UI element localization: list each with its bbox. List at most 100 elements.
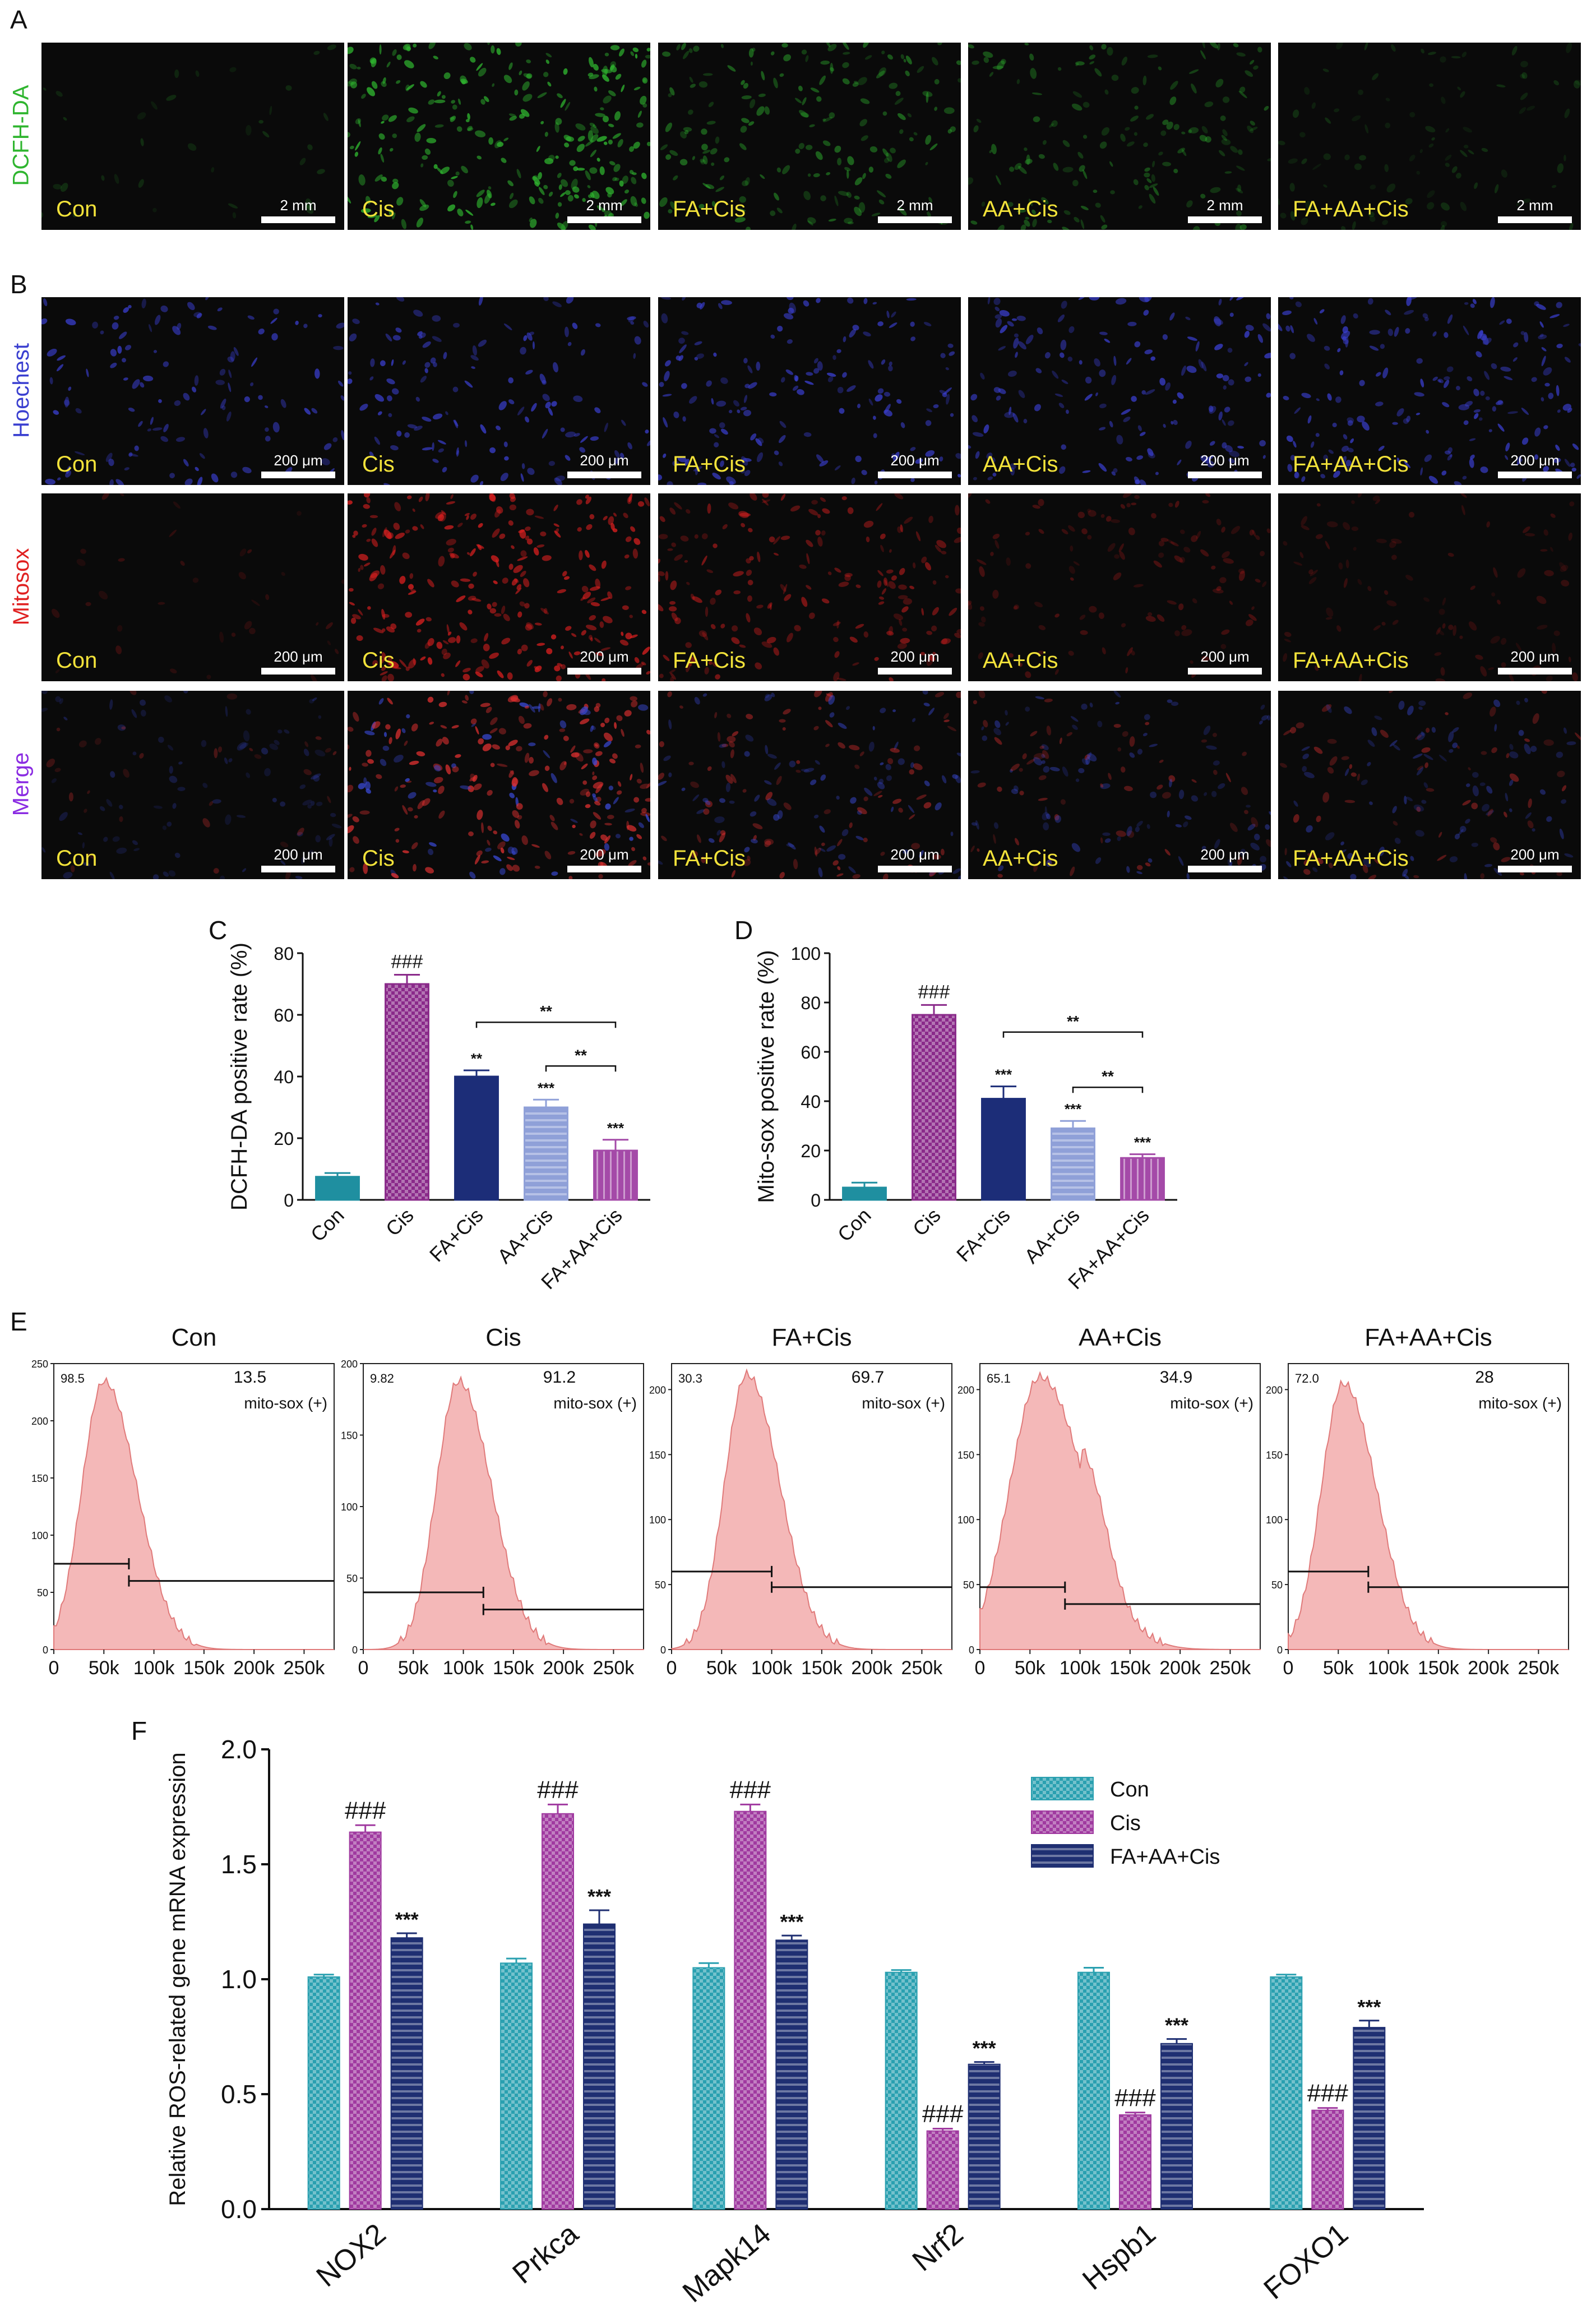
scale-bar-label: 200 μm xyxy=(890,452,940,469)
scale-bar-line xyxy=(1188,216,1262,223)
significance-mark: *** xyxy=(587,1885,611,1908)
micrograph-group-label: Con xyxy=(56,452,98,477)
panel-letter-b: B xyxy=(10,270,27,299)
y-tick-label: 80 xyxy=(801,993,821,1013)
bar-cis-nox2 xyxy=(349,1831,382,2210)
significance-mark: ### xyxy=(345,1796,386,1824)
micrograph-dcfh-da-2: FA+Cis 2 mm xyxy=(658,43,961,230)
y-tick-label: 0 xyxy=(1277,1644,1283,1656)
micrograph-group-label: FA+Cis xyxy=(673,197,746,221)
scale-bar-line xyxy=(1498,216,1572,223)
micrograph-hoechest-4: FA+AA+Cis 200 μm xyxy=(1278,297,1581,485)
bracket-label: ** xyxy=(1102,1068,1114,1085)
comparison-bracket xyxy=(1002,1031,1144,1038)
scale-bar: 2 mm xyxy=(261,197,335,223)
micrograph-dcfh-da-1: Cis 2 mm xyxy=(348,43,650,230)
micrograph-group-label: Cis xyxy=(362,648,395,673)
significance-mark: *** xyxy=(780,1910,803,1933)
bar-fa-cis xyxy=(454,1075,499,1201)
x-tick-label: 0 xyxy=(975,1657,986,1679)
flow-title: Con xyxy=(172,1324,217,1351)
x-tick-label: 200k xyxy=(543,1657,585,1679)
scale-bar-line xyxy=(567,668,641,675)
significance-mark: ### xyxy=(730,1776,771,1803)
x-tick-label: AA+Cis xyxy=(493,1204,557,1268)
x-tick-label: 250k xyxy=(593,1657,635,1679)
bar-fa-aa-cis-nrf2 xyxy=(968,2063,1001,2210)
scale-bar-label: 2 mm xyxy=(280,197,317,214)
x-tick-label: 50k xyxy=(1323,1657,1354,1679)
chart-f-ros-gene-expression: 0.0 0.5 1.0 1.5 2.0 Relative ROS-related gene… xyxy=(165,1735,1424,2309)
histogram-curve xyxy=(1288,1379,1569,1650)
y-tick-label: 200 xyxy=(341,1359,358,1370)
bar-cis-mapk14 xyxy=(734,1810,767,2210)
histogram-curve xyxy=(979,1371,1261,1650)
row-label-merge: Merge xyxy=(8,752,34,816)
x-tick-label: NOX2 xyxy=(311,2218,392,2293)
bar-cis-nrf2 xyxy=(926,2130,959,2210)
comparison-bracket xyxy=(475,1021,617,1028)
scale-bar-line xyxy=(261,866,335,872)
y-tick-label: 1.5 xyxy=(221,1850,257,1879)
x-tick-label: 100k xyxy=(133,1657,175,1679)
scale-bar-label: 2 mm xyxy=(1206,197,1243,214)
x-tick-label: 200k xyxy=(1468,1657,1510,1679)
scale-bar-label: 200 μm xyxy=(1510,648,1560,665)
bar-con-nrf2 xyxy=(885,1971,918,2210)
legend-label: FA+AA+Cis xyxy=(1110,1845,1220,1869)
gate-negative xyxy=(363,1587,484,1598)
micrograph-dcfh-da-0: Con 2 mm xyxy=(41,43,344,230)
micrograph-merge-1: Cis 200 μm xyxy=(348,691,650,879)
significance-mark: ### xyxy=(1114,2084,1156,2112)
y-tick-label: 50 xyxy=(655,1579,666,1591)
flow-histogram-3: AA+Cis 0 50 100 150 200 0 50k 100k 150k 200k 250k 65… xyxy=(957,1324,1261,1679)
scale-bar: 2 mm xyxy=(1498,197,1572,223)
y-tick-label: 100 xyxy=(791,944,821,964)
y-tick-label: 0.0 xyxy=(221,2195,257,2224)
gate-positive-percent: 69.7 xyxy=(852,1368,884,1387)
x-tick-label: 100k xyxy=(443,1657,485,1679)
gate-label: mito-sox (+) xyxy=(1478,1394,1562,1412)
y-tick-label: 150 xyxy=(649,1449,666,1461)
y-tick-label: 0 xyxy=(660,1644,666,1656)
x-tick-label: 250k xyxy=(284,1657,326,1679)
gate-label: mito-sox (+) xyxy=(553,1394,637,1412)
x-tick-label: FOXO1 xyxy=(1258,2218,1354,2306)
y-tick-label: 50 xyxy=(963,1579,974,1591)
micrograph-merge-3: AA+Cis 200 μm xyxy=(968,691,1271,879)
flow-histogram-1: Cis 0 50 100 150 200 0 50k 100k 150k 200k 250k 9.82 9… xyxy=(341,1324,644,1679)
x-tick-label: 100k xyxy=(1368,1657,1410,1679)
x-tick-label: Nrf2 xyxy=(906,2218,970,2278)
scale-bar-line xyxy=(567,866,641,872)
scale-bar-label: 200 μm xyxy=(274,452,323,469)
micrograph-group-label: AA+Cis xyxy=(983,197,1058,221)
legend-label: Con xyxy=(1110,1778,1149,1801)
significance-mark: ### xyxy=(1307,2080,1349,2107)
x-tick-label: FA+Cis xyxy=(425,1204,488,1267)
scale-bar: 200 μm xyxy=(1498,648,1572,675)
scale-bar-line xyxy=(1498,668,1572,675)
micrograph-group-label: Con xyxy=(56,197,98,221)
scale-bar-label: 200 μm xyxy=(580,452,629,469)
scale-bar: 200 μm xyxy=(878,648,952,675)
y-tick-label: 1.0 xyxy=(221,1965,257,1994)
scale-bar-line xyxy=(878,668,952,675)
legend-swatch xyxy=(1031,1844,1094,1868)
micrograph-hoechest-0: Con 200 μm xyxy=(41,297,344,485)
legend-swatch xyxy=(1031,1777,1094,1800)
chart-d-mito-sox: 0 20 40 60 80 100 Mito-sox positive rate (%) Co… xyxy=(754,944,1177,1294)
scale-bar: 200 μm xyxy=(567,846,641,872)
bar-aa-cis xyxy=(1051,1127,1095,1201)
flow-title: Cis xyxy=(485,1324,521,1351)
row-label-hoechest: Hoechest xyxy=(8,343,34,438)
x-tick-label: 50k xyxy=(706,1657,738,1679)
y-tick-label: 0 xyxy=(811,1190,821,1211)
y-axis-label: Mito-sox positive rate (%) xyxy=(754,950,779,1203)
panel-letter-d: D xyxy=(734,916,753,945)
scale-bar-line xyxy=(878,472,952,478)
scale-bar-label: 200 μm xyxy=(1510,452,1560,469)
scale-bar-line xyxy=(878,216,952,223)
significance-mark: ### xyxy=(922,2100,964,2128)
gate-positive-percent: 34.9 xyxy=(1160,1368,1192,1387)
micrograph-dcfh-da-3: AA+Cis 2 mm xyxy=(968,43,1271,230)
